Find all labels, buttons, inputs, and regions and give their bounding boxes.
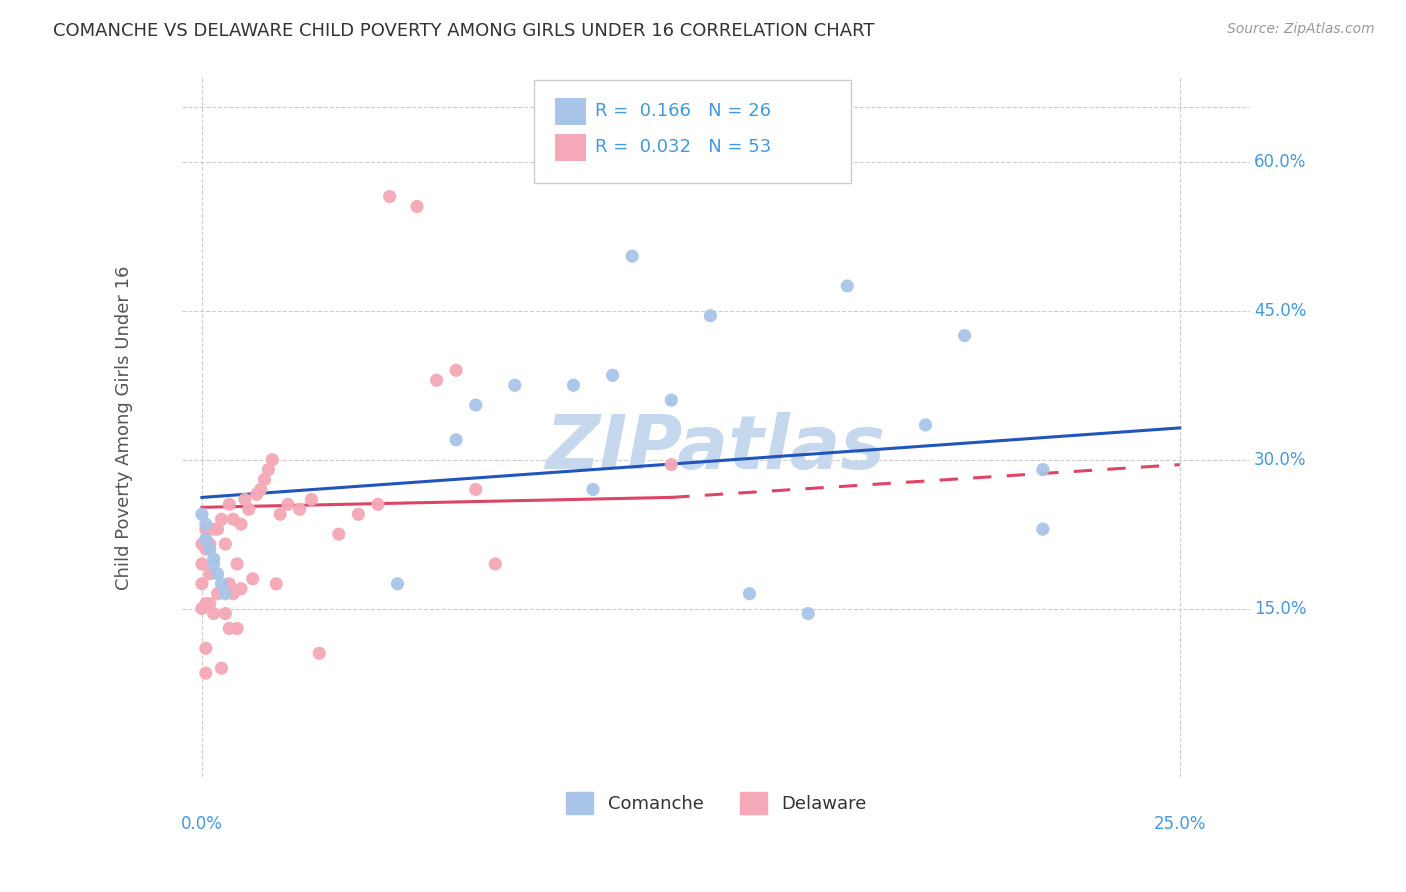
Text: R =  0.166   N = 26: R = 0.166 N = 26 <box>595 103 770 120</box>
Point <box>582 483 605 497</box>
Point <box>226 622 249 636</box>
Point <box>202 557 225 571</box>
Text: ZIPatlas: ZIPatlas <box>547 412 886 485</box>
Point <box>953 328 976 343</box>
Point <box>288 502 311 516</box>
Text: 45.0%: 45.0% <box>1254 301 1306 319</box>
Point <box>198 537 221 551</box>
Point <box>229 517 252 532</box>
Point <box>198 566 221 581</box>
Point <box>194 522 217 536</box>
Point <box>367 497 389 511</box>
Point <box>207 566 229 581</box>
Point <box>914 417 936 432</box>
Point <box>738 587 761 601</box>
Point <box>218 497 240 511</box>
Point <box>328 527 350 541</box>
Text: COMANCHE VS DELAWARE CHILD POVERTY AMONG GIRLS UNDER 16 CORRELATION CHART: COMANCHE VS DELAWARE CHILD POVERTY AMONG… <box>53 22 875 40</box>
Text: 30.0%: 30.0% <box>1254 450 1306 468</box>
Point <box>214 537 236 551</box>
Point <box>1032 462 1054 476</box>
Point <box>211 576 233 591</box>
Point <box>277 497 299 511</box>
Point <box>347 508 370 522</box>
Point <box>1032 522 1054 536</box>
Point <box>484 557 506 571</box>
Text: Child Poverty Among Girls Under 16: Child Poverty Among Girls Under 16 <box>115 265 132 590</box>
Point <box>249 483 271 497</box>
Point <box>797 607 820 621</box>
Point <box>202 522 225 536</box>
Text: 0.0%: 0.0% <box>181 815 222 833</box>
Point <box>202 552 225 566</box>
Point <box>503 378 526 392</box>
Point <box>464 483 486 497</box>
Point <box>222 587 245 601</box>
Point <box>562 378 585 392</box>
Point <box>264 576 287 591</box>
Text: Source: ZipAtlas.com: Source: ZipAtlas.com <box>1227 22 1375 37</box>
Point <box>191 537 214 551</box>
Point <box>378 189 401 203</box>
Text: 60.0%: 60.0% <box>1254 153 1306 171</box>
Point <box>238 502 260 516</box>
Text: R =  0.032   N = 53: R = 0.032 N = 53 <box>595 138 770 156</box>
Point <box>191 601 214 615</box>
Point <box>191 557 214 571</box>
Point <box>444 433 467 447</box>
Point <box>246 487 269 501</box>
Point <box>602 368 624 383</box>
Point <box>198 542 221 557</box>
Point <box>426 373 449 387</box>
Text: 25.0%: 25.0% <box>1153 815 1206 833</box>
Point <box>207 587 229 601</box>
Point <box>218 622 240 636</box>
Point <box>191 576 214 591</box>
Point <box>194 542 217 557</box>
Point <box>233 492 256 507</box>
Point <box>207 522 229 536</box>
Point <box>191 508 214 522</box>
Text: 15.0%: 15.0% <box>1254 599 1306 617</box>
Legend: Comanche, Delaware: Comanche, Delaware <box>558 784 873 821</box>
Point <box>299 492 322 507</box>
Point <box>699 309 721 323</box>
Point <box>226 557 249 571</box>
Point <box>211 512 233 526</box>
Point <box>194 641 217 656</box>
Point <box>269 508 291 522</box>
Point <box>214 607 236 621</box>
Point <box>621 249 644 263</box>
Point <box>387 576 409 591</box>
Point <box>194 517 217 532</box>
Point <box>194 666 217 681</box>
Point <box>253 473 276 487</box>
Point <box>464 398 486 412</box>
Point <box>242 572 264 586</box>
Point <box>214 587 236 601</box>
Point <box>308 646 330 660</box>
Point <box>406 200 429 214</box>
Point <box>194 532 217 546</box>
Point <box>202 607 225 621</box>
Point <box>444 363 467 377</box>
Point <box>229 582 252 596</box>
Point <box>837 279 859 293</box>
Point <box>194 597 217 611</box>
Point <box>257 462 280 476</box>
Point <box>198 597 221 611</box>
Point <box>222 512 245 526</box>
Point <box>659 393 682 408</box>
Point <box>659 458 682 472</box>
Point <box>262 452 284 467</box>
Point <box>218 576 240 591</box>
Point <box>211 661 233 675</box>
